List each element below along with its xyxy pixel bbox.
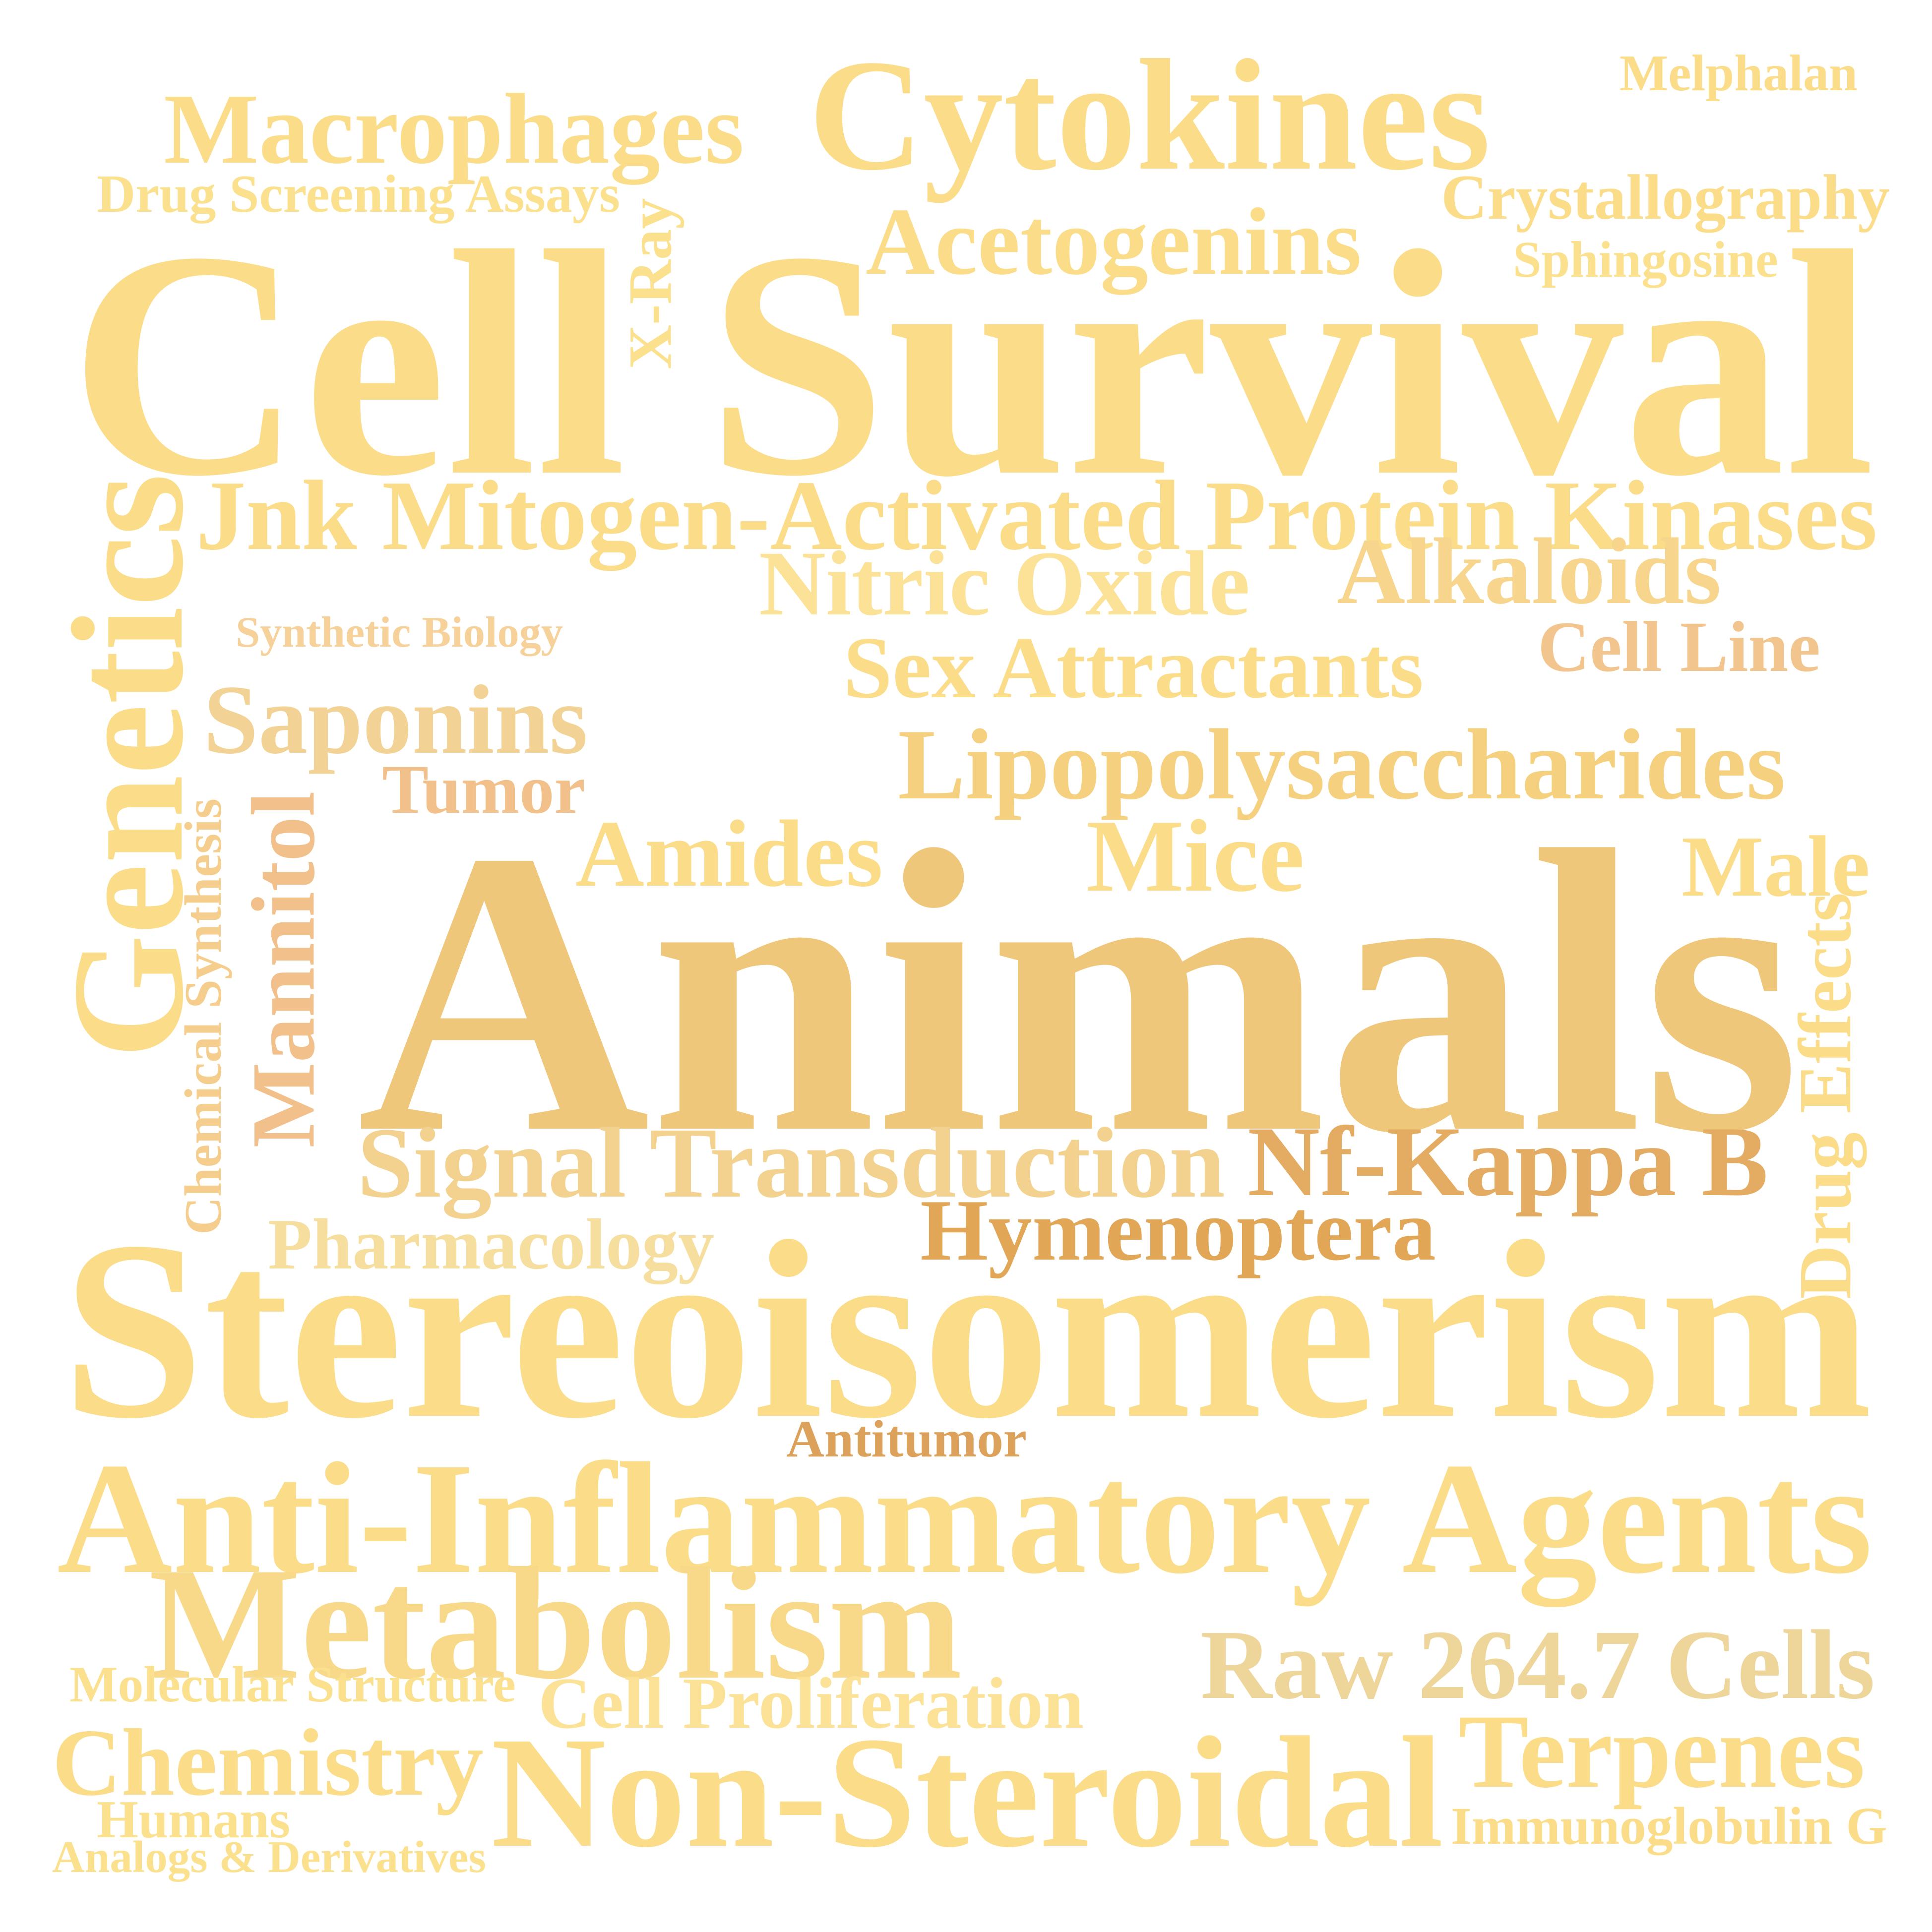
word-signal-transduction: Signal Transduction — [357, 1107, 1225, 1219]
word-cell-survival: Cell Survival — [69, 185, 1875, 543]
word-amides: Amides — [575, 801, 883, 907]
word-sex-attractants: Sex Attractants — [843, 619, 1424, 717]
word-male: Male — [1682, 818, 1870, 914]
word-alkaloids: Alkaloids — [1337, 519, 1721, 624]
word-cell-line: Cell Line — [1538, 607, 1820, 687]
word-animals: Animals — [357, 767, 1801, 1216]
word-non-steroidal: Non-Steroidal — [491, 1704, 1443, 1880]
word-molecular-structure: Molecular Structure — [69, 1656, 516, 1713]
word-lipopolysaccharides: Lipopolysaccharides — [898, 708, 1786, 821]
word-antitumor: Antitumor — [786, 1410, 1027, 1469]
word-nf-kappa-b: Nf-Kappa B — [1247, 1106, 1768, 1217]
word-stereoisomerism: Stereoisomerism — [62, 1189, 1872, 1472]
word-crystallography: Crystallography — [1441, 161, 1890, 233]
word-melphalan: Melphalan — [1620, 44, 1858, 102]
word-mannitol: Mannitol — [234, 791, 334, 1148]
word-drug-screening-assays: Drug Screening Assays — [97, 165, 620, 224]
word-synthetic-biology: Synthetic Biology — [236, 607, 563, 657]
word-chemical-synthesis: Chemical Synthesis — [174, 798, 233, 1235]
word-raw-cells: Raw 264.7 Cells — [1200, 1610, 1875, 1720]
word-saponins: Saponins — [203, 665, 588, 775]
word-nitric-oxide: Nitric Oxide — [759, 533, 1250, 635]
word-acetogenins: Acetogenins — [866, 188, 1362, 295]
word-cytokines: Cytokines — [809, 26, 1491, 203]
word-pharmacology: Pharmacology — [268, 1204, 714, 1285]
word-terpenes: Terpenes — [1458, 1693, 1865, 1811]
word-jnk-kinases: Jnk Mitogen-Activated Protein Kinases — [196, 460, 1877, 571]
word-cell-proliferation: Cell Proliferation — [538, 1662, 1084, 1744]
word-sphingosine: Sphingosine — [1513, 232, 1778, 289]
word-anti-inflammatory-agents: Anti-Inflammatory Agents — [57, 1430, 1872, 1607]
word-humans: Humans — [97, 1790, 290, 1850]
word-analogs-derivatives: Analogs & Derivatives — [52, 1832, 486, 1882]
word-hymenoptera: Hymenoptera — [920, 1182, 1436, 1279]
word-macrophages: Macrophages — [164, 73, 744, 185]
word-mice: Mice — [1086, 799, 1305, 914]
word-tumor: Tumor — [382, 751, 585, 828]
word-metabolism: Metabolism — [149, 1534, 962, 1713]
word-immunoglobulin-g: Immunoglobulin G — [1451, 1796, 1887, 1856]
word-chemistry: Chemistry — [52, 1709, 484, 1816]
